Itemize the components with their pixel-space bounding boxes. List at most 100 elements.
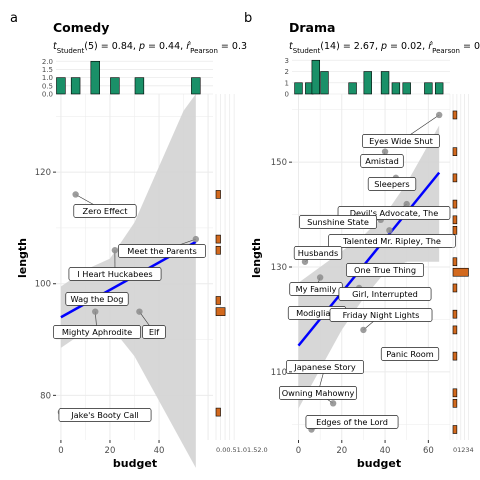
subtitle-part-1: Student	[293, 47, 321, 55]
subtitle-part-3: p	[380, 41, 387, 52]
x-axis-label: budget	[357, 457, 401, 470]
panel-a: a Comedy tStudent(5) = 0.84, p = 0.44, r̂P…	[10, 11, 268, 470]
label-box	[338, 287, 432, 301]
label-box	[68, 267, 162, 281]
top-hist-tick-label: 0.0	[42, 91, 53, 99]
x-tick-label: 40	[154, 446, 165, 456]
point-label: Sunshine State	[307, 217, 369, 227]
subtitle-part-7: = 0.3	[218, 41, 247, 52]
x-axis-label: budget	[113, 457, 157, 470]
side-hist-bar	[215, 296, 221, 305]
top-hist-tick-label: 3	[285, 57, 289, 65]
data-point	[192, 235, 200, 243]
label-box	[293, 246, 343, 260]
side-hist-tick-labels: 01234	[453, 446, 474, 454]
y-tick-label: 150	[271, 158, 287, 168]
subtitle-part-7: = 0.5	[460, 41, 480, 52]
top-hist-bar	[191, 77, 201, 95]
side-hist-bar	[452, 425, 458, 434]
data-point	[435, 111, 443, 119]
point-label: Girl, Interrupted	[352, 289, 418, 299]
side-hist-bar	[452, 351, 458, 361]
data-point	[301, 258, 309, 265]
data-point	[329, 400, 337, 407]
label-box	[65, 292, 129, 306]
side-hist-bar	[452, 199, 458, 209]
subtitle-part-2: (14) = 2.67,	[320, 41, 381, 52]
top-hist-bar	[348, 82, 357, 95]
top-hist-bar	[424, 82, 433, 95]
point-label: I Heart Huckabees	[77, 269, 152, 279]
subtitle-part-6: Pearson	[190, 47, 218, 55]
point-label: Owning Mahowny	[282, 388, 355, 398]
data-point	[316, 274, 324, 281]
side-hist-bar	[452, 173, 458, 183]
x-tick-label: 60	[423, 446, 434, 456]
label-box	[346, 263, 425, 277]
top-hist-bar	[311, 59, 321, 95]
y-axis-label: length	[250, 238, 263, 278]
label-box	[118, 244, 206, 258]
panel-subtitle: tStudent(14) = 2.67, p = 0.02, r̂Pearson…	[289, 41, 480, 55]
label-box	[367, 177, 417, 191]
point-label: Elf	[149, 327, 160, 337]
x-tick-label: 40	[380, 446, 391, 456]
top-hist-bar	[434, 82, 444, 95]
point-label: Amistad	[365, 156, 399, 166]
point-label: Eyes Wide Shut	[369, 136, 434, 146]
label-box	[142, 325, 166, 339]
side-hist-bar	[452, 226, 458, 235]
top-hist-tick-label: 2	[285, 68, 289, 76]
top-hist-tick-label: 1.5	[42, 66, 53, 74]
top-hist-tick-label: 2.0	[42, 58, 53, 66]
label-box	[362, 134, 441, 148]
x-tick-label: 0	[296, 446, 301, 456]
point-label: Friday Night Lights	[343, 310, 420, 320]
subtitle-part-6: Pearson	[432, 47, 460, 55]
point-label: Edges of the Lord	[316, 417, 388, 427]
point-label: Sleepers	[374, 179, 409, 189]
x-tick-label: 20	[336, 446, 347, 456]
side-hist-bar	[452, 309, 458, 319]
y-tick-label: 100	[35, 280, 51, 290]
y-tick-label: 130	[271, 263, 287, 273]
label-box	[328, 234, 456, 248]
side-hist-bar	[452, 110, 458, 120]
top-hist-bar	[320, 71, 329, 95]
subtitle-part-5: r̂	[186, 41, 191, 52]
point-label: My Family	[296, 284, 337, 294]
subtitle-part-5: r̂	[428, 41, 433, 52]
side-hist-bar	[452, 267, 469, 277]
data-point	[136, 308, 143, 315]
label-box	[329, 308, 433, 322]
data-point	[92, 308, 99, 315]
label-box	[279, 386, 358, 400]
subtitle-part-1: Student	[57, 47, 85, 55]
side-hist-bar	[215, 307, 226, 316]
side-hist-tick-labels: 0.00.51.01.52.0	[216, 446, 268, 454]
y-tick-label: 110	[271, 368, 287, 378]
top-hist-tick-label: 0	[285, 91, 289, 99]
top-hist-bar	[294, 82, 303, 95]
panel-subtitle: tStudent(5) = 0.84, p = 0.44, r̂Pearson …	[53, 41, 247, 55]
point-label: Talented Mr. Ripley, The	[342, 236, 441, 246]
label-box	[360, 154, 404, 168]
label-box	[305, 415, 399, 429]
point-label: Devil's Advocate, The	[350, 208, 439, 218]
top-hist-bar	[56, 77, 66, 95]
side-hist-bar	[215, 407, 221, 417]
top-hist-bar	[134, 77, 145, 95]
label-box	[73, 204, 137, 218]
subtitle-part-3: p	[138, 41, 145, 52]
top-hist-bar	[380, 71, 390, 95]
point-label: Husbands	[298, 248, 338, 258]
side-hist-bar	[452, 215, 458, 225]
panel-title: Comedy	[53, 20, 109, 35]
subtitle-part-0: t	[289, 41, 294, 52]
side-hist-bar	[452, 388, 458, 398]
label-box	[53, 325, 141, 339]
point-label: Wag the Dog	[71, 294, 124, 304]
data-point	[381, 148, 389, 155]
top-hist-bar	[90, 60, 100, 95]
